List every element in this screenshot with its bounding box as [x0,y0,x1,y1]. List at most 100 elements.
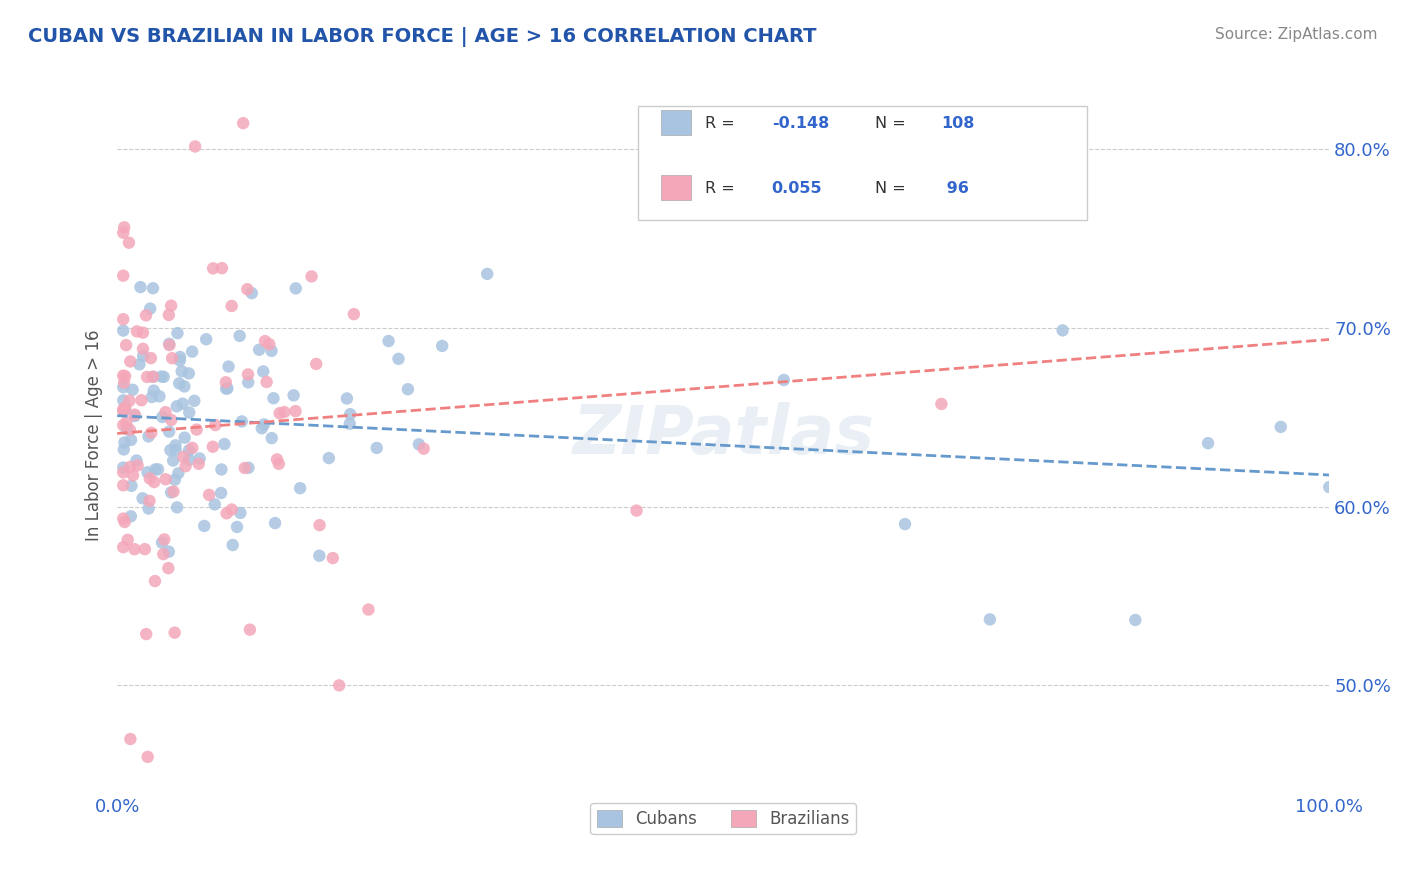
Point [122,468,145,483]
Point [264,516,287,530]
Point [250,421,273,435]
Point [136,370,159,384]
Text: N =: N = [875,181,911,196]
Point [162,453,184,467]
Point [260,431,283,445]
Point [217,381,239,395]
Point [115,422,138,436]
Point [167,467,190,481]
Point [231,414,253,428]
Point [117,533,139,547]
Point [160,413,183,427]
Text: R =: R = [704,117,740,131]
Point [186,423,208,437]
Point [253,417,276,432]
Point [142,369,165,384]
Point [114,435,136,450]
Point [155,472,177,486]
Point [138,501,160,516]
Point [157,561,180,575]
Point [112,368,135,383]
Point [408,437,430,451]
Point [260,343,283,358]
Point [1197,436,1219,450]
Point [322,551,344,566]
Point [155,405,177,419]
Point [236,368,259,382]
Point [129,280,152,294]
Point [259,337,281,351]
Point [204,417,226,432]
Point [150,369,173,384]
Text: ZIPatlas: ZIPatlas [572,402,875,468]
Point [202,261,225,276]
Point [150,409,173,424]
Point [193,519,215,533]
Point [114,515,136,529]
Point [173,379,195,393]
Point [112,324,135,338]
Point [167,376,190,391]
Point [215,376,238,390]
Point [112,380,135,394]
Legend: Cubans, Brazilians: Cubans, Brazilians [591,803,856,834]
Point [125,453,148,467]
Point [128,357,150,371]
Point [157,544,180,558]
Point [172,397,194,411]
Point [132,349,155,363]
Point [146,462,169,476]
Point [152,547,174,561]
Point [112,402,135,417]
Point [112,220,135,235]
Point [132,342,155,356]
Point [267,457,290,471]
Text: Source: ZipAtlas.com: Source: ZipAtlas.com [1215,27,1378,42]
Point [165,438,187,452]
Point [163,625,186,640]
Point [195,332,218,346]
Point [159,338,181,352]
Point [308,518,330,533]
Point [266,452,288,467]
Point [121,383,143,397]
Point [240,286,263,301]
Point [288,481,311,495]
Point [173,431,195,445]
Point [308,549,330,563]
Point [112,393,135,408]
Point [218,359,240,374]
Point [328,678,350,692]
Point [112,404,135,418]
Point [238,460,260,475]
Point [239,623,262,637]
Point [183,393,205,408]
Point [204,497,226,511]
Point [273,405,295,419]
Text: R =: R = [704,181,740,196]
Point [153,533,176,547]
Point [138,429,160,443]
Point [226,520,249,534]
Point [366,441,388,455]
Point [118,460,141,475]
Point [181,344,204,359]
Point [160,299,183,313]
Point [132,326,155,340]
Point [112,460,135,475]
Point [142,281,165,295]
Point [142,369,165,384]
Point [112,226,135,240]
Point [160,351,183,366]
Point [1052,323,1074,337]
Point [626,503,648,517]
Text: 0.055: 0.055 [772,181,823,196]
Point [166,400,188,414]
Point [184,139,207,153]
Point [134,542,156,557]
Point [112,268,135,283]
Point [120,354,142,368]
Point [336,392,359,406]
Point [157,336,180,351]
Point [894,517,917,532]
